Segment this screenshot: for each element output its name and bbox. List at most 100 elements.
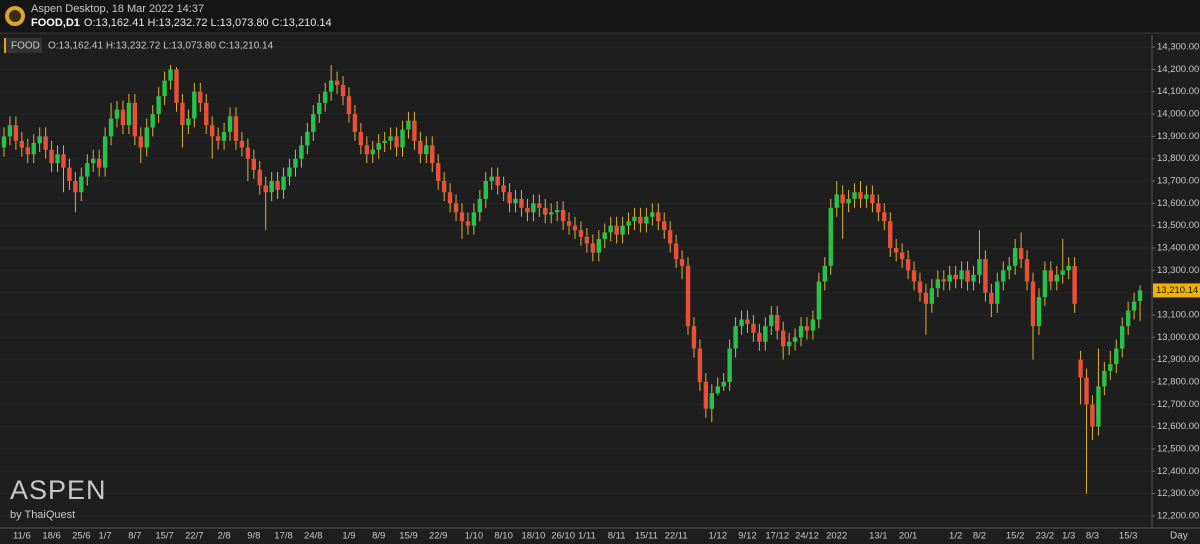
candle-body — [102, 136, 108, 168]
candle-body — [995, 281, 1000, 304]
candle-body — [673, 243, 679, 260]
candle-body — [614, 225, 619, 235]
candle-body — [864, 194, 869, 199]
candle-body — [519, 198, 524, 208]
symbol-tag-marker — [4, 38, 6, 53]
x-tick-label: 15/11 — [635, 531, 658, 542]
candle-body — [578, 230, 584, 237]
symbol-period: FOOD,D1 — [31, 17, 80, 29]
candle-body — [739, 319, 744, 327]
y-tick-label: 12,300.00 — [1157, 488, 1199, 499]
candle-body — [941, 279, 946, 282]
candle-body — [388, 136, 393, 141]
candle-body — [1018, 248, 1024, 260]
candle-body — [757, 332, 762, 342]
candle-body — [501, 185, 506, 193]
x-tick-label: 22/7 — [185, 531, 204, 542]
candle-body — [67, 167, 72, 182]
symbol-tag[interactable] — [4, 38, 42, 53]
candle-body — [251, 158, 257, 170]
y-tick-label: 13,600.00 — [1157, 198, 1199, 209]
candle-body — [162, 80, 167, 97]
candle-body — [1125, 310, 1131, 327]
candle-body — [608, 225, 613, 233]
symbol-line: FOOD,D1 O:13,162.41 H:13,232.72 L:13,073.… — [31, 17, 332, 29]
candle-body — [447, 192, 453, 204]
candle-body — [346, 96, 352, 115]
x-tick-label: 2022 — [826, 531, 847, 542]
candle-body — [709, 393, 715, 409]
x-tick-label: 8/10 — [494, 531, 513, 542]
candle-body — [489, 176, 494, 182]
candle-body — [1042, 270, 1048, 298]
candle-body — [406, 120, 411, 130]
candle-body — [810, 319, 816, 331]
x-tick-label: 9/8 — [247, 531, 260, 542]
candle-body — [435, 163, 441, 182]
candle-body — [703, 381, 709, 409]
candle-body — [25, 147, 30, 155]
candle-body — [911, 270, 917, 282]
candle-body — [560, 210, 566, 222]
candle-body — [715, 386, 720, 394]
watermark-sub: by ThaiQuest — [10, 509, 75, 521]
ohlc-legend: O:13,162.41 H:13,232.72 L:13,073.80 C:13… — [48, 41, 274, 52]
candle-body — [697, 348, 703, 382]
candle-body — [1054, 274, 1059, 282]
last-price-tag — [1153, 283, 1200, 298]
candle-body — [656, 212, 661, 222]
x-tick-label: 11/6 — [13, 531, 31, 542]
symbol-label: FOOD — [11, 41, 40, 52]
y-tick-label: 13,100.00 — [1157, 310, 1199, 321]
candle-body — [49, 149, 54, 164]
candle-body — [412, 120, 417, 141]
y-tick-label: 12,800.00 — [1157, 376, 1199, 387]
last-price-label: 13,210.14 — [1156, 285, 1198, 296]
candle-body — [245, 147, 251, 159]
x-tick-label: 2/8 — [217, 531, 230, 542]
candle-body — [120, 109, 126, 126]
candle-body — [227, 116, 233, 132]
timeframe-label[interactable]: Day — [1170, 531, 1188, 542]
y-tick-label: 13,400.00 — [1157, 243, 1199, 254]
candle-body — [584, 236, 590, 244]
candle-body — [1012, 248, 1018, 266]
candle-body — [1024, 259, 1030, 282]
candle-body — [209, 125, 215, 137]
candle-body — [465, 221, 471, 226]
candle-body — [394, 136, 399, 148]
candle-body — [763, 326, 768, 342]
candle-body — [1001, 270, 1006, 282]
candle-body — [1072, 265, 1077, 304]
x-tick-label: 8/7 — [128, 531, 141, 542]
candle-body — [929, 288, 935, 304]
candle-body — [620, 225, 625, 235]
candle-body — [1048, 270, 1054, 282]
candle-body — [358, 131, 364, 146]
candle-body — [888, 221, 893, 249]
x-tick-label: 26/10 — [551, 531, 575, 542]
candle-body — [340, 85, 346, 97]
candle-body — [650, 212, 655, 217]
candle-body — [983, 259, 988, 293]
candle-body — [566, 221, 572, 226]
candle-body — [733, 326, 738, 349]
candle-body — [977, 259, 982, 275]
candle-body — [1084, 377, 1089, 405]
candle-body — [430, 145, 435, 164]
y-tick-label: 14,000.00 — [1157, 109, 1199, 120]
candle-body — [876, 203, 881, 213]
candle-body — [174, 69, 179, 103]
candle-body — [905, 259, 911, 271]
candle-body — [126, 102, 132, 126]
candle-body — [233, 116, 239, 141]
candle-body — [61, 154, 66, 168]
y-tick-label: 14,200.00 — [1157, 64, 1199, 75]
candle-body — [1102, 370, 1107, 387]
candle-body — [1108, 364, 1113, 371]
candle-body — [43, 136, 48, 150]
candle-body — [1060, 270, 1065, 275]
candle-body — [513, 198, 518, 204]
candle-body — [364, 145, 370, 155]
